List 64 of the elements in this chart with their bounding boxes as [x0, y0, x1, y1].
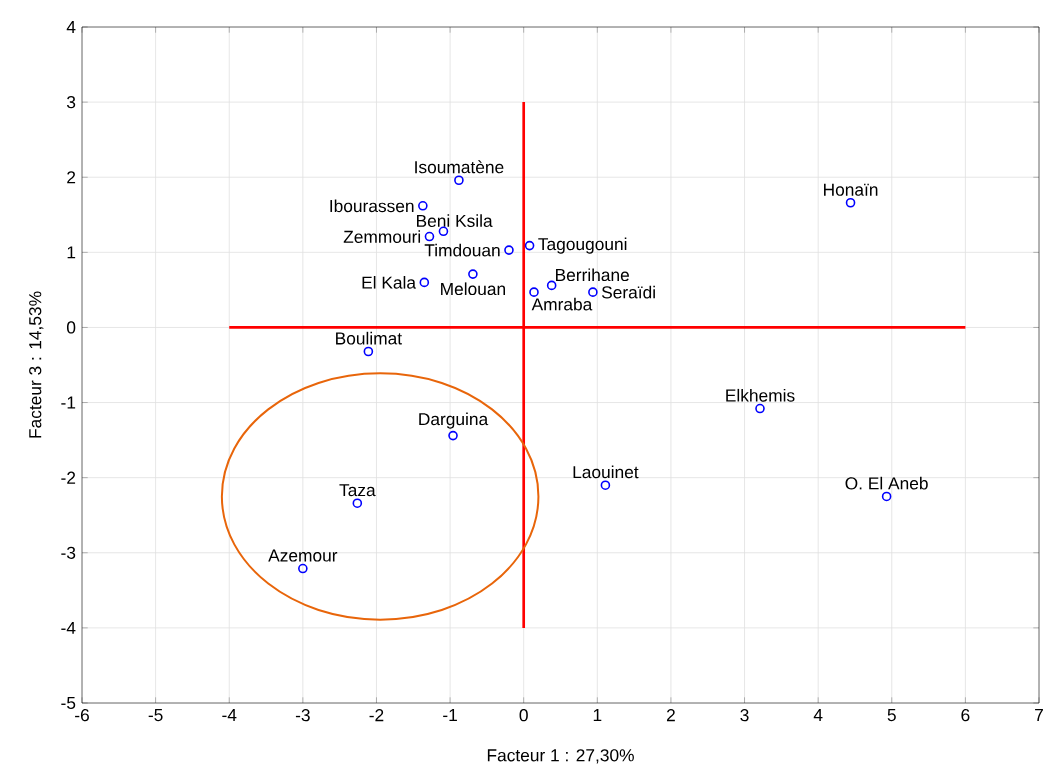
point [529, 287, 539, 297]
point [524, 240, 535, 251]
y-tick-label: 4 [66, 21, 76, 33]
annotation: Isoumatène [415, 160, 504, 174]
x-tick-label: -4 [222, 709, 237, 721]
x-tick-label: -2 [369, 709, 384, 722]
x-tick-label: 0 [519, 709, 528, 722]
x-tick-label: 2 [666, 709, 675, 722]
point [504, 245, 514, 255]
point [298, 563, 308, 574]
y-tick-label: -1 [61, 396, 76, 409]
point [448, 430, 458, 441]
point [352, 498, 363, 509]
point [845, 197, 856, 208]
point [419, 277, 430, 288]
x-axis-title: Facteur 1 : 27,30% [487, 749, 634, 764]
point [418, 200, 428, 211]
y-tick-label: 3 [66, 95, 76, 109]
annotation: Boulimat [336, 331, 402, 345]
annotation: Honaïn [824, 183, 878, 196]
y-tick-label: -3 [61, 546, 76, 559]
annotation: Amraba [531, 297, 593, 311]
annotation: Seraïdi [601, 285, 655, 299]
annotation: Azemour [268, 549, 338, 562]
annotation: Tagougouni [538, 237, 627, 254]
annotation: Laouinet [573, 465, 639, 479]
x-tick-label: 6 [961, 709, 970, 722]
annotation: Zemmouri [343, 230, 421, 243]
point [881, 491, 892, 502]
annotation: Ibourassen [330, 199, 414, 213]
x-tick-label: 5 [887, 709, 896, 722]
annotation: Timdouan [424, 243, 500, 257]
annotation: Berrihane [556, 268, 629, 282]
point [546, 280, 557, 291]
annotation: El Kala [362, 276, 417, 289]
x-tick-label: -5 [148, 709, 163, 722]
x-tick-label: -6 [75, 709, 89, 722]
point [454, 175, 464, 186]
annotation: Taza [339, 484, 376, 497]
point [600, 480, 611, 490]
x-tick-label: 4 [813, 709, 823, 721]
annotation: Elkhemis [726, 388, 795, 402]
y-tick-label: 0 [66, 321, 76, 334]
point [438, 226, 449, 237]
point [468, 269, 478, 279]
point [424, 231, 435, 242]
x-tick-label: 1 [593, 709, 602, 721]
x-tick-label: 7 [1035, 709, 1043, 721]
point [363, 346, 374, 357]
x-tick-label: 3 [740, 709, 749, 722]
point [755, 403, 765, 414]
y-tick-label: -5 [61, 696, 76, 710]
y-tick-label: 2 [67, 171, 76, 184]
annotation: Beni Ksila [417, 214, 493, 228]
y-tick-label: 1 [67, 246, 76, 259]
annotation: Melouan [441, 282, 505, 296]
annotation: Darguina [419, 412, 489, 429]
annotation: O. El Aneb [845, 476, 928, 490]
point [588, 287, 598, 297]
x-tick-label: -1 [443, 709, 457, 721]
y-axis-title: Facteur 3 : 14,53% [29, 291, 44, 438]
x-tick-label: -3 [295, 709, 310, 722]
y-tick-label: -2 [61, 471, 76, 484]
y-tick-label: -4 [61, 621, 76, 634]
